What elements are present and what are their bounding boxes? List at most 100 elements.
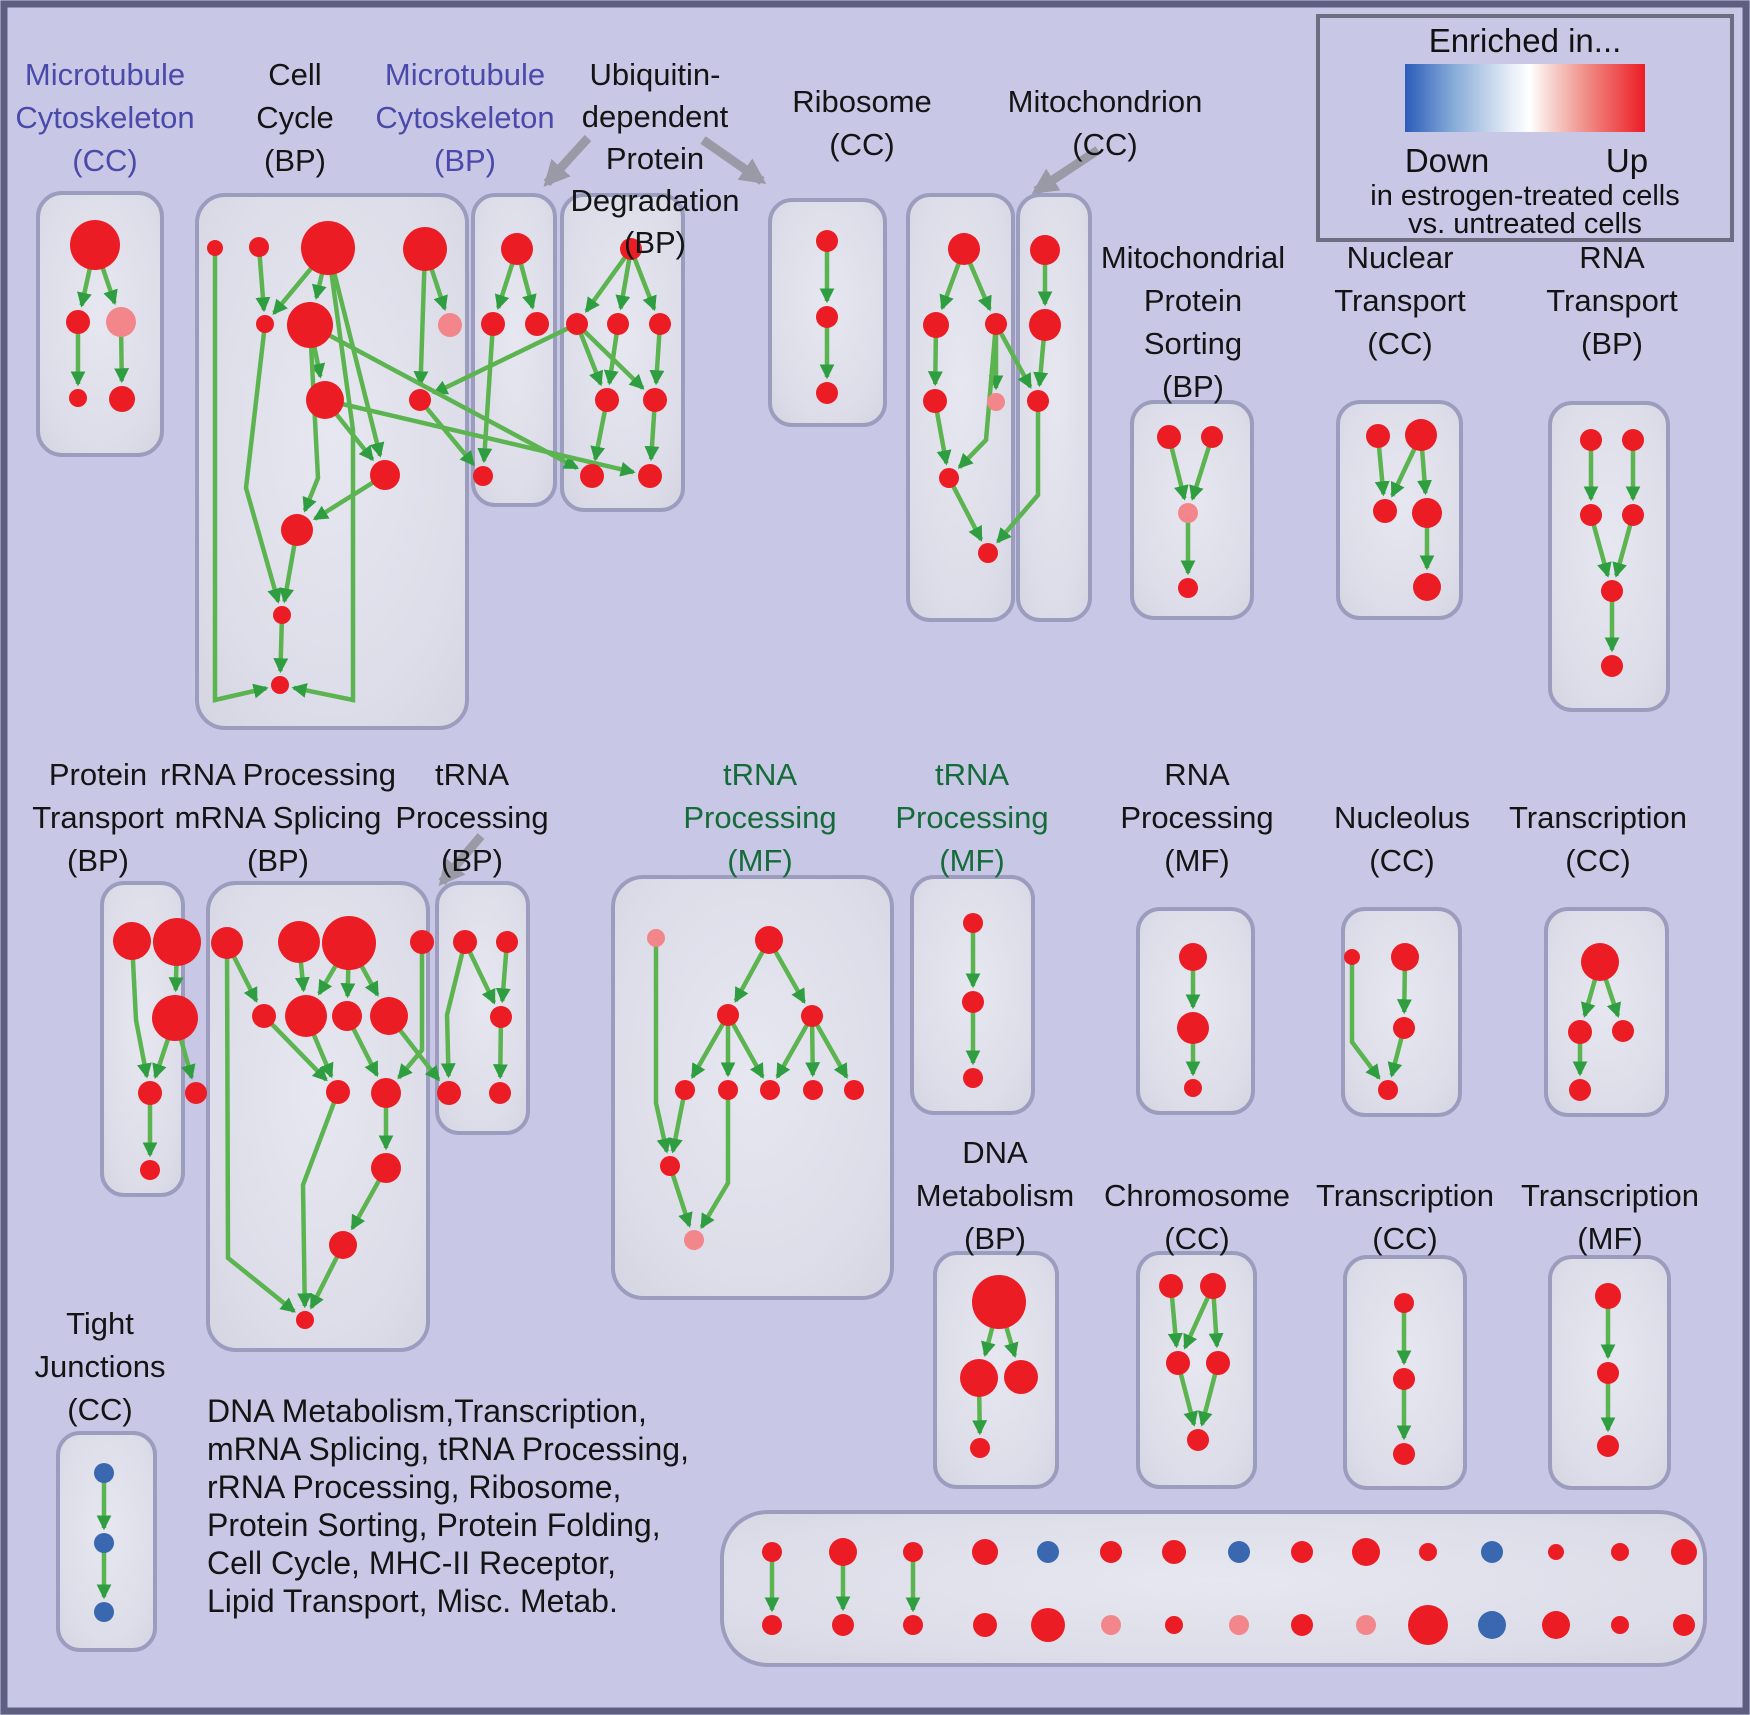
go-term-node-misc-cluster-3	[972, 1539, 998, 1565]
go-term-node-nucleolus-3	[1378, 1080, 1398, 1100]
cluster-label-protein-transport: Protein	[49, 757, 147, 792]
network-edge	[653, 938, 672, 1154]
network-edge	[325, 247, 385, 458]
go-term-node-rna-transport-4	[1601, 580, 1623, 602]
go-term-node-chromosome-4	[1187, 1429, 1209, 1451]
go-term-node-rna-transport-2	[1580, 504, 1602, 526]
go-term-node-trna-mf-large-8	[844, 1080, 864, 1100]
go-term-node-ubiquitin-degradation-2-0	[816, 230, 838, 252]
go-term-node-transcription-cc-lower-1	[1393, 1368, 1415, 1390]
go-term-node-protein-transport-5	[140, 1160, 160, 1180]
go-term-node-misc-cluster-4	[1037, 1541, 1059, 1563]
go-term-node-misc-cluster-12	[1548, 1544, 1564, 1560]
cluster-label-rna-processing-mf: Processing	[1120, 800, 1273, 835]
go-term-node-protein-transport-2	[152, 995, 198, 1041]
go-term-node-ubiquitin-degradation-7	[638, 464, 662, 488]
network-edge	[308, 323, 579, 470]
network-edge	[1349, 957, 1381, 1080]
cluster-label-microtubule-bp: Cytoskeleton	[375, 100, 554, 135]
go-term-node-cell-cycle-8	[409, 389, 431, 411]
go-term-node-trna-bp-1	[496, 931, 518, 953]
go-term-node-dna-metabolism-0	[972, 1275, 1026, 1329]
cluster-label-cell-cycle: (BP)	[264, 143, 326, 178]
cluster-label-tight-junctions: Junctions	[35, 1349, 166, 1384]
go-term-node-microtubule-cc-3	[69, 389, 87, 407]
go-term-node-rrna-mrna-2	[322, 916, 376, 970]
cluster-label-protein-transport: (BP)	[67, 843, 129, 878]
cluster-label-dna-metabolism: DNA	[962, 1135, 1028, 1170]
network-edge	[994, 322, 1033, 389]
go-term-node-ubiquitin-degradation-0	[620, 238, 642, 260]
cluster-label-rrna-mrna: rRNA Processing	[160, 757, 396, 792]
go-term-node-nuclear-transport-2	[1373, 499, 1397, 523]
network-edge	[302, 324, 321, 513]
network-edge	[129, 940, 152, 1079]
network-edge	[418, 398, 476, 467]
go-term-node-ubiquitin-degradation-4	[595, 388, 619, 412]
go-term-node-transcription-cc-lower-2	[1393, 1443, 1415, 1465]
cluster-label-rrna-mrna: (BP)	[247, 843, 309, 878]
go-term-node-misc-cluster-1	[829, 1538, 857, 1566]
go-term-node-trna-bp-4	[489, 1082, 511, 1104]
cluster-label-dna-metabolism: (BP)	[964, 1221, 1026, 1256]
go-term-node-microtubule-bp-1	[481, 312, 505, 336]
cluster-box-nucleolus	[1341, 907, 1462, 1117]
label-pointer-arrow	[700, 136, 767, 185]
go-term-node-nuclear-transport-3	[1412, 498, 1442, 528]
go-term-node-mito-protein-sorting-2	[1178, 503, 1198, 523]
network-edge	[297, 1091, 341, 1309]
cluster-label-cell-cycle: Cell	[268, 57, 321, 92]
go-term-node-nuclear-transport-1	[1405, 419, 1437, 451]
go-term-node-misc-cluster-21	[1165, 1616, 1183, 1634]
cluster-label-ribosome-cc: Ribosome	[792, 84, 932, 119]
go-term-node-misc-cluster-0	[762, 1542, 782, 1562]
cluster-label-mito-protein-sorting: Mitochondrial	[1101, 240, 1285, 275]
go-term-node-cell-cycle-1	[249, 237, 269, 257]
go-term-node-rna-processing-mf-2	[1184, 1079, 1202, 1097]
cluster-label-nucleolus: Nucleolus	[1334, 800, 1470, 835]
cluster-box-trna-mf-large	[611, 875, 894, 1300]
go-term-node-ribosome-cc-1	[923, 312, 949, 338]
cluster-label-mitochondrion-cc: (CC)	[1072, 127, 1137, 162]
go-term-node-chromosome-1	[1200, 1273, 1226, 1299]
go-term-node-mitochondrion-cc-0	[1030, 235, 1060, 265]
go-term-node-protein-transport-3	[138, 1081, 162, 1105]
go-term-node-trna-mf-large-0	[647, 929, 665, 947]
cluster-box-rrna-mrna	[206, 881, 430, 1352]
cluster-label-trna-mf-small: Processing	[895, 800, 1048, 835]
cluster-label-nuclear-transport: Nuclear	[1347, 240, 1454, 275]
go-term-node-trna-mf-large-4	[675, 1080, 695, 1100]
go-term-node-transcription-mf-0	[1595, 1283, 1621, 1309]
cluster-label-chromosome: (CC)	[1164, 1221, 1229, 1256]
cluster-label-ubiquitin-degradation: dependent	[582, 99, 729, 134]
go-term-node-ribosome-cc-5	[939, 468, 959, 488]
go-term-node-misc-cluster-25	[1408, 1605, 1448, 1645]
go-term-node-transcription-cc-upper-1	[1568, 1020, 1592, 1044]
go-term-node-mitochondrion-cc-1	[1029, 309, 1061, 341]
legend-title: Enriched in...	[1429, 22, 1622, 59]
go-term-node-rrna-mrna-1	[278, 921, 320, 963]
go-term-node-misc-cluster-29	[1673, 1614, 1695, 1636]
go-term-node-misc-cluster-13	[1611, 1543, 1629, 1561]
go-term-node-misc-cluster-5	[1100, 1541, 1122, 1563]
go-term-node-ubiquitin-degradation-5	[643, 388, 667, 412]
cluster-label-mitochondrion-cc: Mitochondrion	[1008, 84, 1203, 119]
go-term-node-rna-processing-mf-1	[1177, 1012, 1209, 1044]
go-term-node-microtubule-bp-2	[525, 312, 549, 336]
go-term-node-cell-cycle-9	[370, 460, 400, 490]
network-edge	[262, 1014, 328, 1082]
cluster-box-misc-cluster	[720, 1510, 1707, 1667]
cluster-label-mito-protein-sorting: (BP)	[1162, 369, 1224, 404]
go-term-node-trna-mf-small-2	[963, 1068, 983, 1088]
network-edge	[575, 322, 645, 390]
label-pointer-arrow	[1031, 146, 1101, 195]
go-term-node-rrna-mrna-8	[326, 1080, 350, 1104]
legend-up-label: Up	[1606, 142, 1648, 179]
go-term-node-tight-junctions-2	[94, 1602, 114, 1622]
go-term-node-misc-cluster-17	[903, 1615, 923, 1635]
go-term-node-trna-mf-large-3	[801, 1005, 823, 1027]
legend-down-label: Down	[1405, 142, 1489, 179]
cluster-label-trna-bp: Processing	[395, 800, 548, 835]
cluster-label-ubiquitin-degradation: Protein	[606, 141, 704, 176]
